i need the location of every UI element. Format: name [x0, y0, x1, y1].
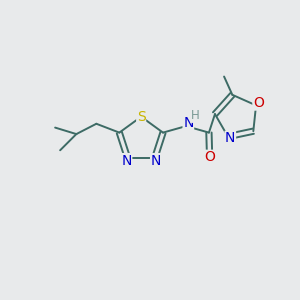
Text: S: S	[137, 110, 146, 124]
Text: N: N	[183, 116, 194, 130]
Text: N: N	[225, 131, 236, 145]
Text: O: O	[253, 96, 264, 110]
Text: O: O	[204, 150, 215, 164]
Text: N: N	[121, 154, 132, 168]
Text: H: H	[191, 109, 200, 122]
Text: N: N	[151, 154, 161, 168]
